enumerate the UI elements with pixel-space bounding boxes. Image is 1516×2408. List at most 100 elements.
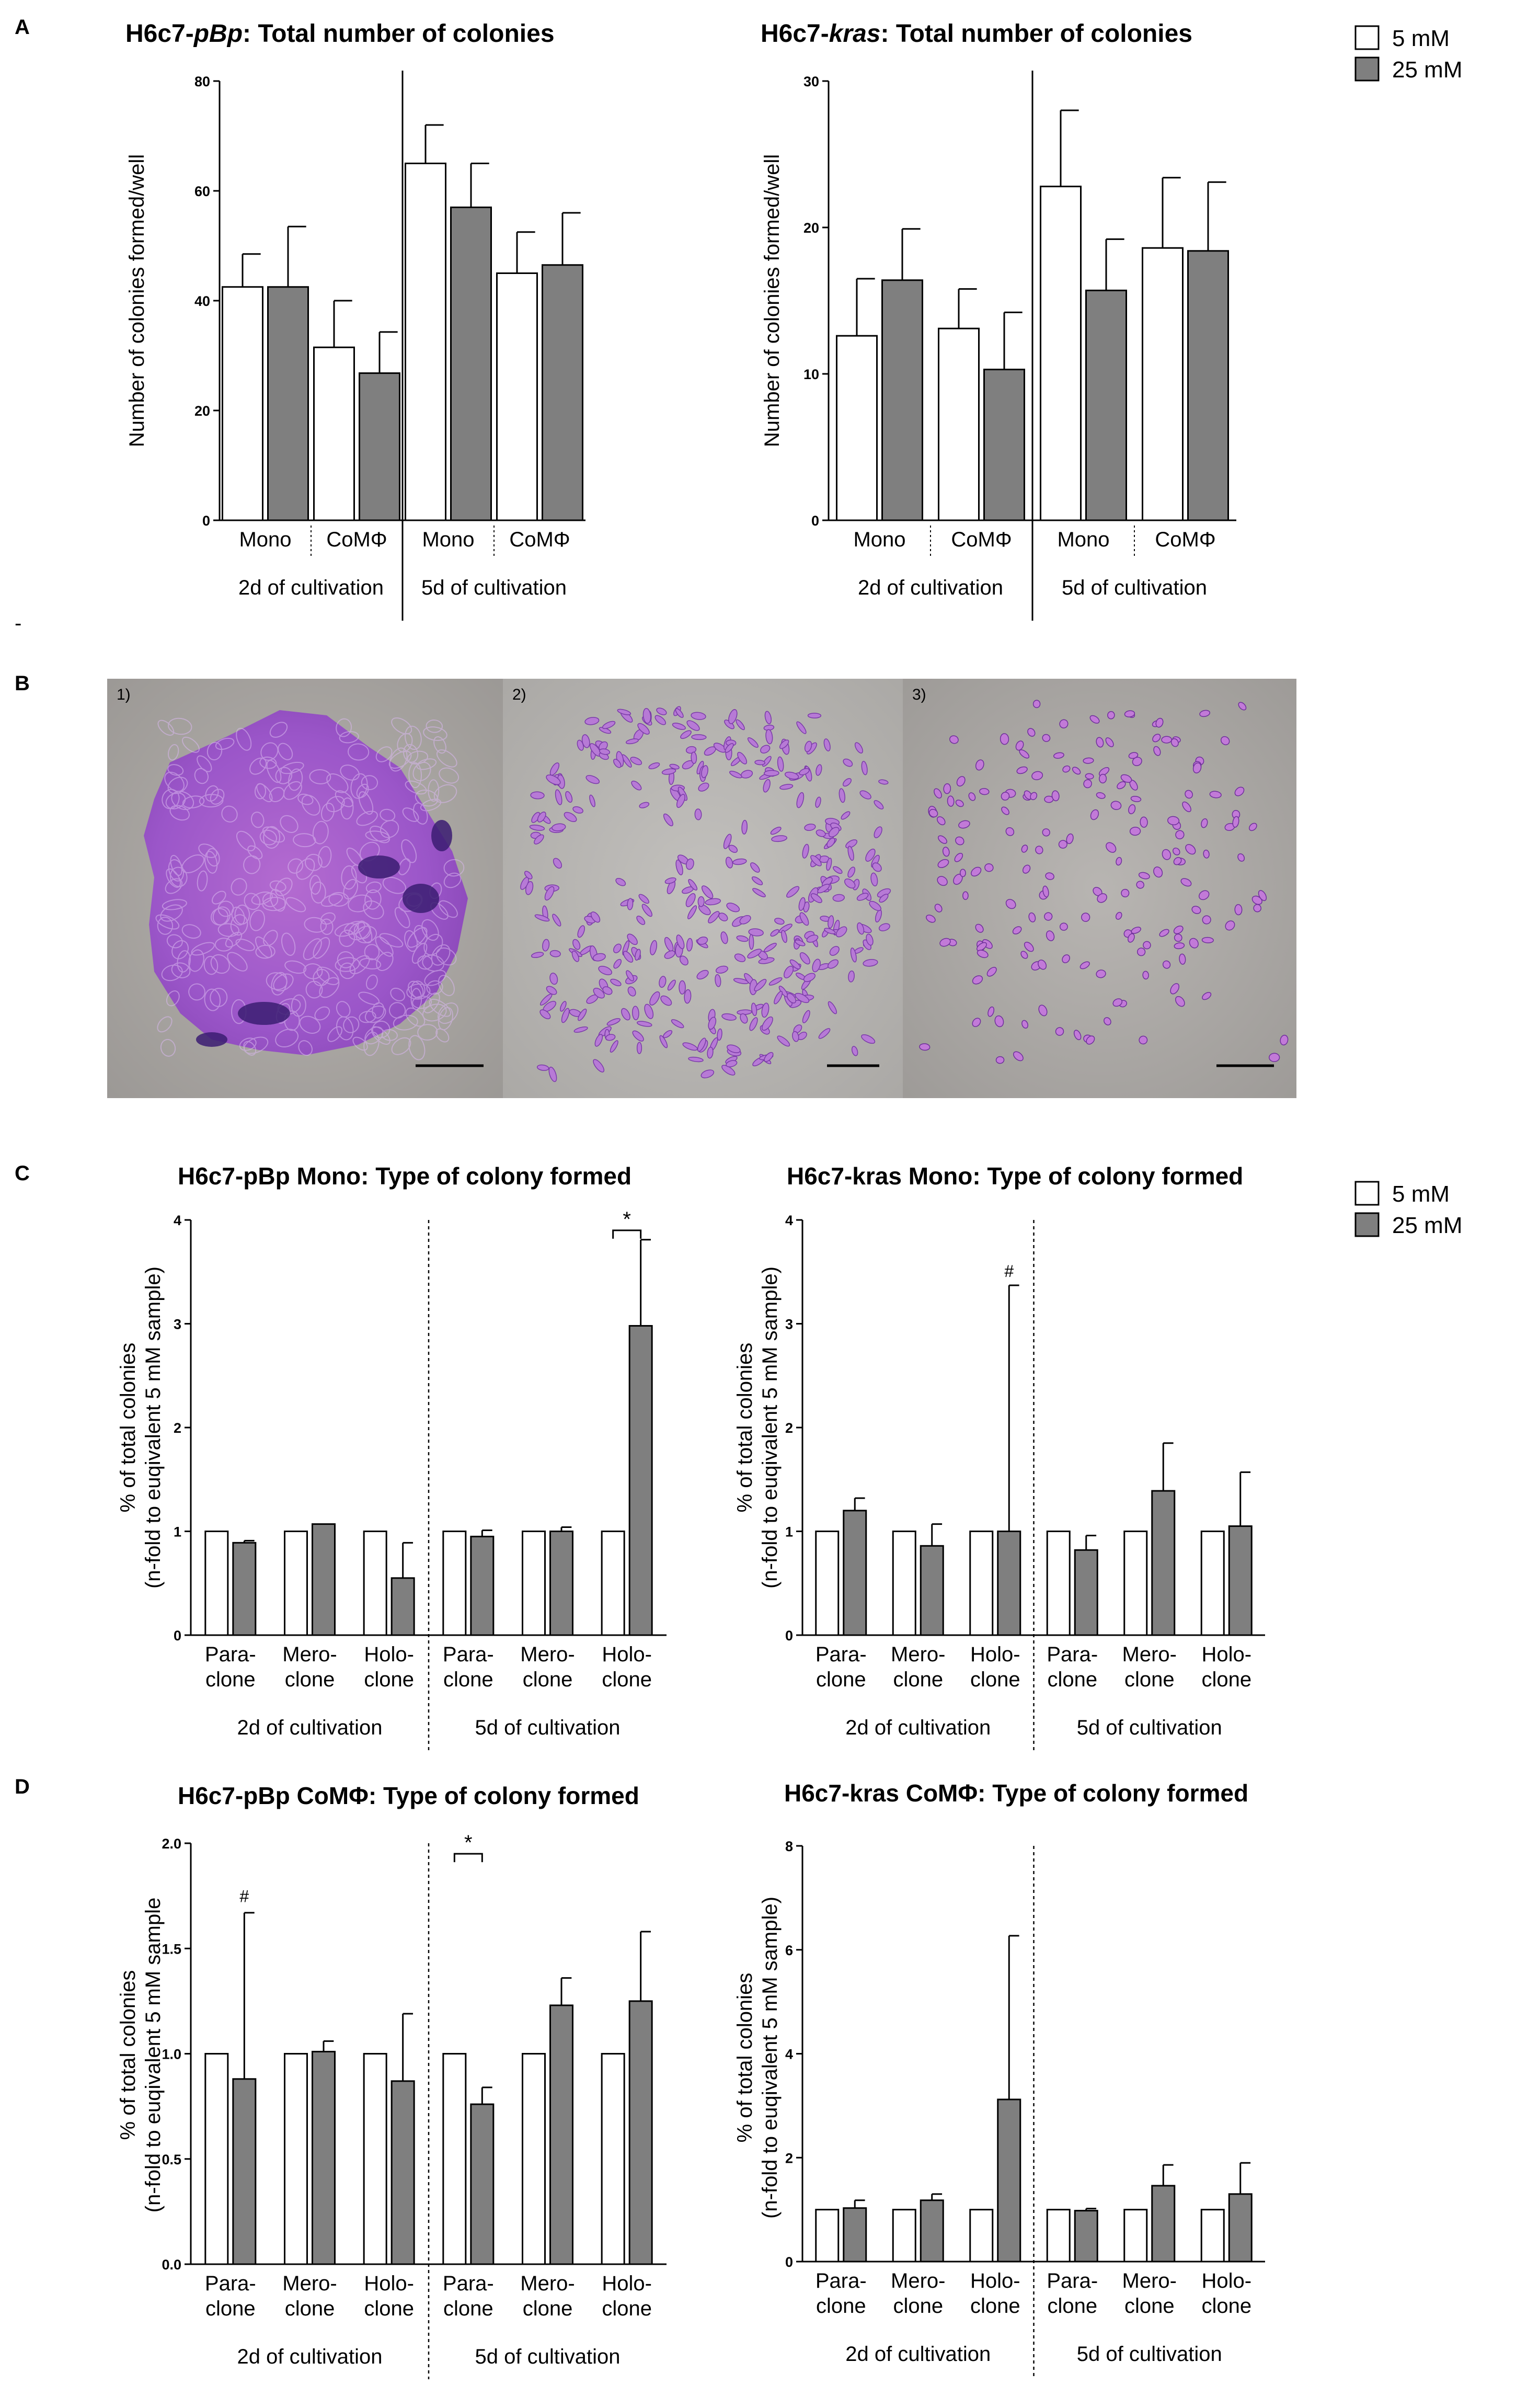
cell-outline	[275, 1029, 299, 1048]
cell	[956, 776, 966, 787]
category-label: Para-	[816, 1643, 867, 1666]
cell	[679, 980, 686, 995]
cell	[955, 800, 964, 807]
cell	[534, 914, 550, 922]
bar	[470, 2103, 495, 2265]
cell-outline	[198, 843, 217, 858]
cell	[971, 866, 982, 877]
cell	[1073, 1030, 1082, 1041]
bar	[983, 369, 1025, 521]
cell	[721, 1013, 737, 1021]
cell	[1201, 937, 1214, 943]
cell	[1232, 816, 1239, 828]
cell-outline	[394, 907, 410, 929]
panel-separator-dash: -	[15, 612, 22, 635]
cell	[675, 708, 684, 718]
chart-title: H6c7-kras Mono: Type of colony formed	[787, 1162, 1243, 1190]
cell	[641, 904, 652, 917]
cell	[1120, 774, 1132, 783]
cell	[859, 790, 871, 800]
category-label: Holo-	[364, 1643, 414, 1666]
cell-outline	[288, 768, 303, 791]
category-label: Mero-	[282, 1643, 337, 1666]
y-axis-label-line: (n-fold to euqivalent 5 mM sample)	[142, 1266, 165, 1589]
bar	[628, 2000, 653, 2265]
cell	[1170, 738, 1179, 747]
cell	[1201, 818, 1208, 828]
cell	[1032, 700, 1041, 709]
y-tick-label: 1.0	[162, 2047, 181, 2062]
y-axis-label: % of total colonies (n-fold to euqivalent…	[734, 1897, 782, 2219]
cell-outline	[181, 736, 200, 753]
cell-outline	[305, 853, 323, 871]
category-label: Holo-	[1201, 1643, 1251, 1666]
cell	[718, 912, 728, 921]
cell-outline	[210, 988, 228, 1007]
category-label: CoMΦ	[951, 528, 1012, 551]
cell	[1269, 1053, 1280, 1062]
category-label: clone	[893, 1668, 943, 1691]
cell	[1042, 734, 1051, 742]
chart-title-part: H6c7-kras CoMΦ: Type of colony formed	[784, 1779, 1248, 1807]
cell	[1090, 809, 1099, 820]
cell	[585, 775, 600, 784]
cell-outline	[424, 969, 446, 986]
category-label: Para-	[443, 1643, 494, 1666]
cell-outline	[376, 952, 394, 971]
cell-outline	[309, 769, 331, 784]
cell	[954, 852, 963, 862]
cell	[1046, 930, 1055, 941]
cell	[749, 1017, 758, 1031]
bar	[450, 207, 492, 521]
cell	[792, 1031, 799, 1042]
cell	[1116, 857, 1122, 866]
cell	[1198, 890, 1210, 900]
cell-outline	[157, 720, 175, 736]
bar	[284, 1531, 308, 1636]
cell	[660, 995, 672, 1006]
cell-outline	[388, 750, 412, 769]
cell	[701, 885, 714, 899]
cell	[1173, 926, 1184, 934]
bar	[938, 327, 980, 521]
cell	[865, 848, 876, 862]
category-label: clone	[364, 1668, 414, 1691]
chart-c-kras-mono-colony-type: H6c7-kras Mono: Type of colony formed 0 1 2…	[734, 1162, 1265, 1750]
bar	[815, 1531, 840, 1636]
cell-outline	[280, 815, 298, 833]
category-label: Holo-	[602, 2272, 652, 2295]
cell	[717, 1028, 722, 1041]
cell-outline	[341, 865, 357, 890]
chart-title: H6c7-kras CoMΦ: Type of colony formed	[784, 1779, 1248, 1807]
cell-outline	[365, 830, 390, 842]
cell	[1097, 893, 1107, 903]
cell	[726, 1060, 738, 1067]
category-label: Para-	[205, 1643, 256, 1666]
cell	[686, 938, 693, 952]
cell	[659, 976, 667, 988]
cell-outline	[433, 784, 457, 803]
cell-outline	[380, 819, 399, 838]
cell	[644, 1003, 654, 1019]
cell-outline	[334, 923, 358, 937]
category-label: Mero-	[520, 1643, 575, 1666]
category-label: Holo-	[970, 1643, 1020, 1666]
cell	[594, 1034, 603, 1047]
cell	[627, 933, 638, 945]
cell-outline	[381, 1029, 398, 1041]
cell	[1153, 746, 1161, 756]
cell-outline	[204, 988, 221, 1011]
bar	[232, 1542, 257, 1636]
cell	[610, 1040, 618, 1053]
cell	[976, 942, 987, 951]
chart-title-part: H6c7-	[761, 20, 829, 48]
cell-outline	[313, 968, 330, 986]
cell	[763, 779, 771, 793]
category-label: clone	[443, 1668, 493, 1691]
cell	[943, 783, 951, 794]
cell	[1179, 953, 1186, 965]
cell-outline	[320, 912, 336, 925]
cell	[955, 836, 964, 846]
cell	[810, 855, 822, 866]
cell	[977, 950, 989, 958]
